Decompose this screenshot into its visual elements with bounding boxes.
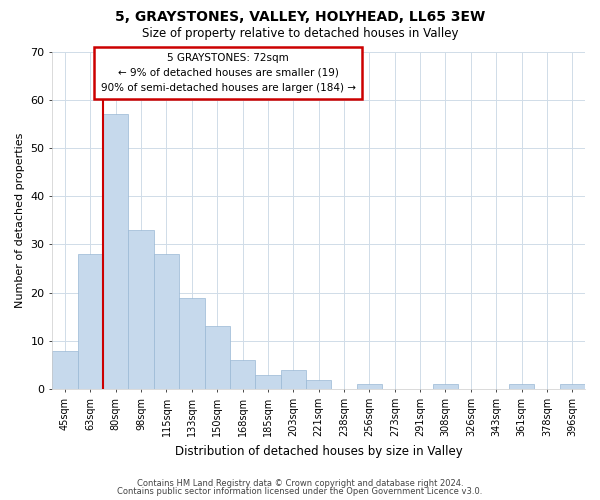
Bar — [154, 254, 179, 389]
Bar — [179, 298, 205, 389]
Bar — [230, 360, 255, 389]
Bar — [560, 384, 585, 389]
X-axis label: Distribution of detached houses by size in Valley: Distribution of detached houses by size … — [175, 444, 463, 458]
Bar — [306, 380, 331, 389]
Bar — [433, 384, 458, 389]
Bar — [255, 374, 281, 389]
Text: 5 GRAYSTONES: 72sqm
← 9% of detached houses are smaller (19)
90% of semi-detache: 5 GRAYSTONES: 72sqm ← 9% of detached hou… — [101, 53, 356, 93]
Bar — [103, 114, 128, 389]
Bar — [281, 370, 306, 389]
Bar — [77, 254, 103, 389]
Bar — [205, 326, 230, 389]
Text: 5, GRAYSTONES, VALLEY, HOLYHEAD, LL65 3EW: 5, GRAYSTONES, VALLEY, HOLYHEAD, LL65 3E… — [115, 10, 485, 24]
Bar — [509, 384, 534, 389]
Bar — [357, 384, 382, 389]
Bar — [52, 350, 77, 389]
Y-axis label: Number of detached properties: Number of detached properties — [15, 132, 25, 308]
Bar — [128, 230, 154, 389]
Text: Contains public sector information licensed under the Open Government Licence v3: Contains public sector information licen… — [118, 487, 482, 496]
Text: Size of property relative to detached houses in Valley: Size of property relative to detached ho… — [142, 28, 458, 40]
Text: Contains HM Land Registry data © Crown copyright and database right 2024.: Contains HM Land Registry data © Crown c… — [137, 478, 463, 488]
